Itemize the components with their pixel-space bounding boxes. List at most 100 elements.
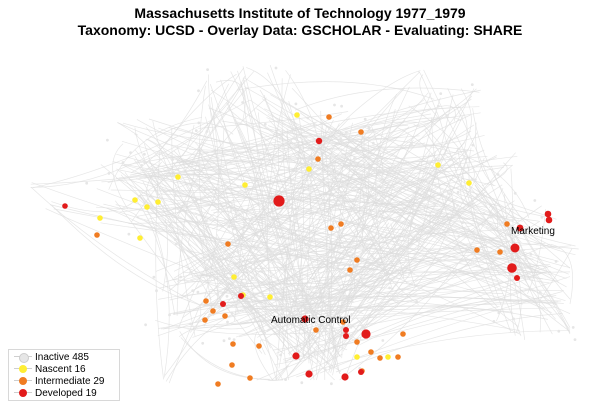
node-nascent [354,354,360,360]
node-inactive [330,382,333,386]
map-edge [164,142,426,176]
node-inactive [249,266,253,269]
map-edge [30,119,441,185]
node-inactive [173,193,177,197]
map-edge [137,168,311,217]
map-edge [355,185,519,327]
node-inactive [456,190,460,194]
map-edge [172,279,514,313]
node-inactive [327,307,331,310]
map-edge [354,152,516,342]
node-developed [62,203,68,209]
node-inactive [249,291,253,295]
node-inactive [381,339,385,342]
node-inactive [433,183,437,187]
map-edge [215,80,246,121]
map-edge [136,200,176,315]
map-edge [226,107,380,223]
legend-swatch-nascent [14,364,32,374]
node-inactive [415,300,418,303]
node-intermediate [474,247,480,253]
map-edge [287,117,350,180]
map-edge [115,204,224,228]
node-inactive [470,83,474,86]
map-edge [204,97,220,298]
map-edge [209,289,350,340]
node-inactive [497,311,501,315]
node-developed [238,293,244,299]
map-edge [409,97,441,237]
map-edge [429,213,451,234]
map-edge [230,149,485,306]
node-inactive [383,148,386,151]
node-intermediate [247,375,253,381]
map-edge [199,71,421,306]
map-edge [241,82,280,317]
map-edge [447,88,523,272]
map-edge [139,79,246,196]
node-inactive [344,130,348,134]
map-edge [481,162,508,187]
map-edge [118,145,287,179]
node-intermediate [340,319,346,325]
node-developed [343,333,349,339]
node-inactive [375,161,379,164]
map-edge [139,194,170,378]
node-inactive [469,202,472,206]
map-labels: Marketing Automatic Control [271,226,555,326]
legend-swatch-inactive [14,352,32,363]
node-inactive [274,66,278,70]
map-edge [361,184,374,245]
map-edge [285,70,325,172]
map-edge [319,291,563,374]
node-intermediate [230,341,236,347]
map-edge [424,130,571,330]
map-edge [408,252,517,286]
map-edge [319,70,421,146]
map-edge [155,149,164,380]
map-edge [237,129,297,302]
node-inactive [201,341,205,345]
map-edge [173,157,441,272]
node-inactive [304,135,308,139]
map-edge [140,113,431,172]
map-edge [128,179,541,274]
node-nascent [231,274,237,280]
title-line-1: Massachusetts Institute of Technology 19… [134,5,466,21]
map-edge [439,119,522,337]
node-intermediate [222,313,228,319]
title-block: Massachusetts Institute of Technology 19… [0,5,600,39]
node-inactive [333,103,336,107]
node-inactive [300,381,304,385]
map-edge [139,194,579,250]
map-edge [180,337,284,381]
map-edge [173,150,286,317]
map-edge [254,332,273,381]
node-intermediate [377,355,383,361]
node-inactive [436,104,440,108]
map-edge [182,155,314,172]
node-inactive [236,250,240,254]
map-edge [318,148,337,179]
node-inactive [173,238,177,242]
node-developed [544,210,552,218]
map-edge [472,108,532,231]
node-inactive [197,89,200,93]
node-inactive [143,152,146,156]
node-inactive [366,172,369,176]
node-inactive [236,309,240,313]
node-inactive [180,248,184,252]
map-edge [265,191,486,340]
map-edge [32,99,251,189]
map-edge [136,178,556,282]
map-edge [287,164,513,355]
map-edge [103,203,138,217]
node-inactive [512,299,516,303]
node-intermediate [94,232,100,238]
node-nascent [155,199,161,205]
node-inactive [171,158,175,161]
map-edge [319,144,576,247]
node-inactive [350,138,353,142]
node-developed [507,263,517,273]
